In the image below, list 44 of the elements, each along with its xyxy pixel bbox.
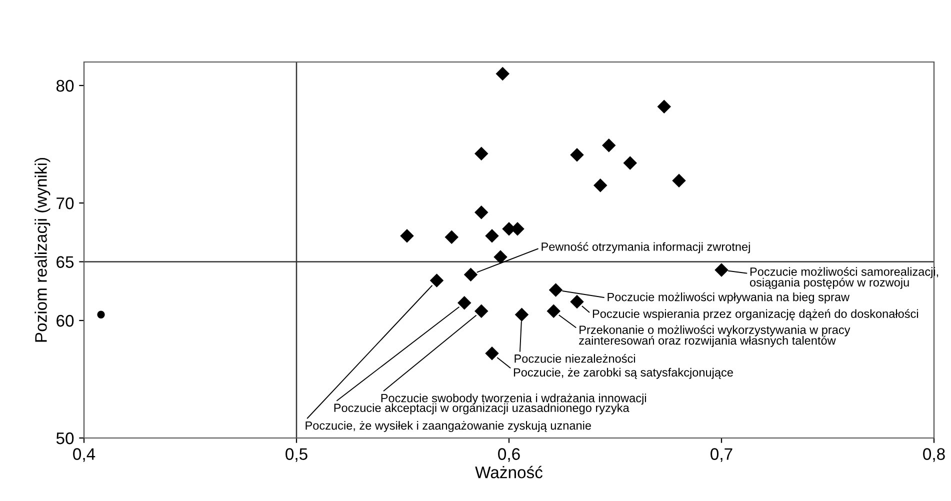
point [602, 138, 616, 152]
annotation: Poczucie, że wysiłek i zaangażowanie zyskują uznanie [306, 421, 591, 432]
point [474, 304, 488, 318]
point [400, 229, 414, 242]
point [570, 148, 584, 162]
annotation: Poczucie akceptacji w organizacji uzasadnionego ryzyka [334, 403, 630, 414]
annotation: Poczucie wspierania przez organizację dążeń do doskonałości [592, 309, 918, 320]
x-tick-label: 0,8 [923, 448, 945, 462]
x-tick-label: 0,5 [286, 448, 308, 462]
point [515, 308, 528, 322]
y-axis-title: Poziom realizacji (wyniki) [34, 158, 50, 342]
point [570, 295, 584, 308]
point [430, 274, 444, 288]
x-tick-label: 0,6 [498, 448, 520, 462]
point [624, 156, 637, 170]
point [494, 250, 508, 264]
point [97, 310, 105, 318]
point [549, 283, 562, 297]
point [714, 263, 728, 277]
y-tick-label: 80 [56, 80, 74, 92]
point [547, 304, 560, 318]
y-tick-label: 70 [56, 197, 74, 210]
y-tick-label: 65 [56, 256, 74, 268]
x-tick-label: 0,7 [710, 448, 732, 462]
point [474, 147, 488, 160]
point [458, 296, 471, 310]
point [496, 67, 510, 80]
x-axis-title: Ważność [475, 466, 543, 478]
point [464, 268, 478, 282]
annotation: Poczucie możliwości wpływania na bieg spraw [608, 292, 850, 304]
point [485, 229, 499, 242]
point [445, 230, 458, 244]
annotation: Pewność otrzymania informacji zwrotnej [542, 242, 750, 254]
point [672, 174, 686, 188]
annotation: Poczucie, że zarobki są satysfakcjonujące [514, 368, 733, 379]
annotation: Przekonanie o możliwości wykorzystywania w pracy zainteresowań oraz rozwijania własnych talentów [579, 325, 850, 348]
point [658, 100, 671, 114]
point [474, 206, 488, 219]
point [485, 346, 499, 360]
y-tick-label: 60 [56, 314, 74, 327]
annotation: Poczucie niezależności [514, 354, 636, 363]
y-tick-label: 50 [56, 432, 74, 444]
point [594, 178, 607, 192]
x-tick-label: 0,4 [73, 448, 96, 462]
